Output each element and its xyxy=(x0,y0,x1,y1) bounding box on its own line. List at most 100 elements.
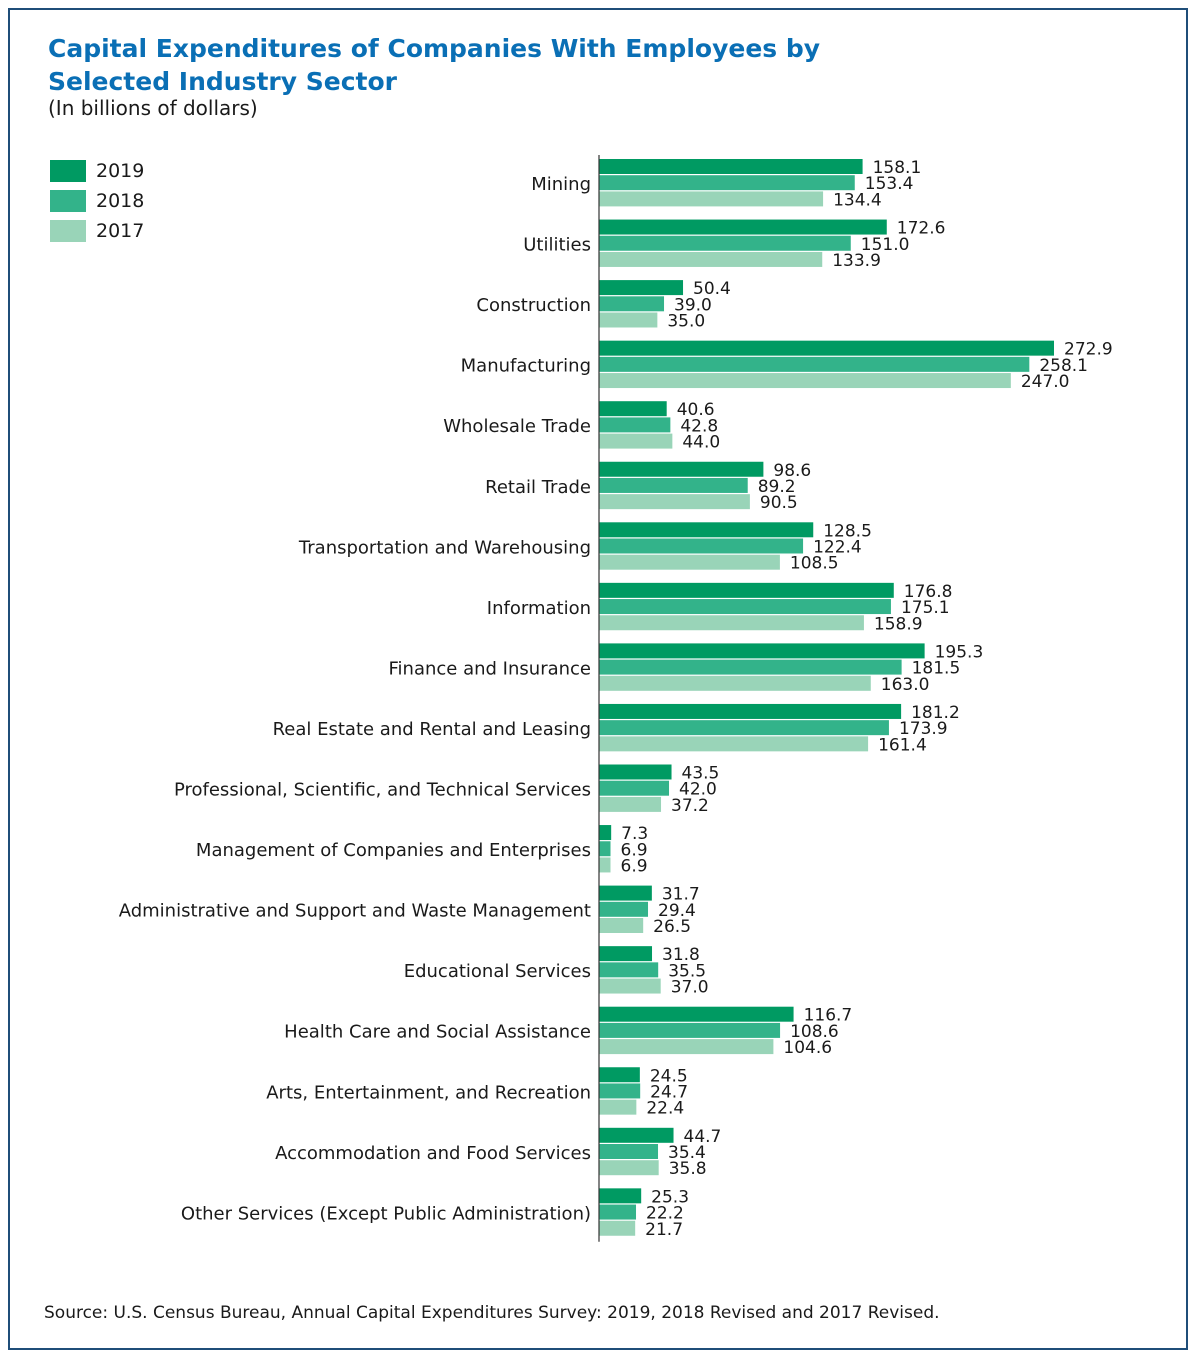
bar-2018 xyxy=(599,175,855,191)
bar-2017 xyxy=(599,796,662,812)
bar-2017 xyxy=(599,1160,659,1176)
bar-2017 xyxy=(599,191,824,207)
legend-swatch-2019 xyxy=(50,160,86,182)
category-label: Construction xyxy=(476,295,591,316)
source-note: Source: U.S. Census Bureau, Annual Capit… xyxy=(44,1303,940,1323)
bar-2017 xyxy=(599,251,823,267)
data-label-2018: 35.4 xyxy=(668,1143,706,1163)
bar-2017 xyxy=(599,1099,637,1115)
data-label-2018: 42.8 xyxy=(680,416,718,436)
bar-2017 xyxy=(599,857,611,873)
bar-2019 xyxy=(599,582,894,598)
legend-label-2019: 2019 xyxy=(96,160,145,182)
data-label-2017: 6.9 xyxy=(621,856,648,876)
bar-2018 xyxy=(599,1083,641,1099)
bar-2017 xyxy=(599,675,871,691)
bar-2019 xyxy=(599,219,887,235)
bar-2018 xyxy=(599,1144,659,1159)
data-label-2018: 24.7 xyxy=(650,1082,688,1102)
data-label-2019: 25.3 xyxy=(651,1187,689,1207)
chart-title-line-1: Capital Expenditures of Companies With E… xyxy=(48,34,821,63)
data-label-2018: 151.0 xyxy=(861,235,910,255)
data-label-2018: 175.1 xyxy=(901,598,950,618)
data-label-2017: 247.0 xyxy=(1021,372,1070,392)
category-label: Administrative and Support and Waste Man… xyxy=(119,901,591,922)
data-label-2018: 173.9 xyxy=(899,719,948,739)
category-label: Finance and Insurance xyxy=(389,658,591,679)
data-label-2019: 44.7 xyxy=(684,1127,722,1147)
bar-2019 xyxy=(599,1067,640,1083)
bar-2018 xyxy=(599,1022,781,1038)
category-label: Retail Trade xyxy=(485,477,591,498)
bar-2018 xyxy=(599,296,665,312)
bar-2019 xyxy=(599,643,925,659)
category-label: Transportation and Warehousing xyxy=(298,537,591,558)
data-label-2018: 89.2 xyxy=(758,477,796,497)
bar-2018 xyxy=(599,841,611,857)
bar-2018 xyxy=(599,538,804,554)
data-label-2019: 181.2 xyxy=(911,703,960,723)
category-label: Wholesale Trade xyxy=(443,416,591,437)
bar-2018 xyxy=(599,780,670,796)
category-label: Manufacturing xyxy=(461,356,591,377)
data-label-2017: 161.4 xyxy=(878,735,927,755)
bar-2017 xyxy=(599,373,1011,389)
data-label-2018: 29.4 xyxy=(658,901,696,921)
bar-2019 xyxy=(599,764,672,780)
chart-title: Capital Expenditures of Companies With E… xyxy=(48,32,820,98)
bar-2019 xyxy=(599,946,653,962)
data-label-2018: 35.5 xyxy=(668,961,706,981)
data-label-2019: 116.7 xyxy=(804,1006,853,1026)
data-label-2019: 172.6 xyxy=(897,219,946,239)
category-label: Health Care and Social Assistance xyxy=(284,1022,591,1043)
data-label-2017: 37.0 xyxy=(671,978,709,998)
data-label-2017: 133.9 xyxy=(832,251,881,271)
data-label-2017: 134.4 xyxy=(833,190,882,210)
bar-2017 xyxy=(599,433,673,449)
data-label-2017: 104.6 xyxy=(783,1038,832,1058)
legend: 2019 2018 2017 xyxy=(50,159,144,249)
chart-title-line-2: Selected Industry Sector xyxy=(48,67,397,96)
bar-2019 xyxy=(599,1127,674,1143)
data-label-2019: 158.1 xyxy=(873,158,922,178)
bar-2017 xyxy=(599,918,644,933)
bar-2017 xyxy=(599,312,658,328)
data-label-2019: 24.5 xyxy=(650,1066,688,1086)
bar-2019 xyxy=(599,401,667,417)
legend-item-2018: 2018 xyxy=(50,189,144,213)
legend-swatch-2017 xyxy=(50,220,86,242)
category-label: Management of Companies and Enterprises xyxy=(196,840,591,861)
data-label-2017: 35.8 xyxy=(669,1159,707,1179)
category-label: Utilities xyxy=(523,235,591,256)
data-label-2019: 128.5 xyxy=(823,521,872,541)
data-label-2018: 39.0 xyxy=(674,295,712,315)
data-label-2018: 153.4 xyxy=(865,174,914,194)
bar-2018 xyxy=(599,901,649,917)
category-label: Real Estate and Rental and Leasing xyxy=(273,719,591,740)
data-label-2017: 22.4 xyxy=(646,1099,684,1119)
data-label-2018: 108.6 xyxy=(790,1022,839,1042)
data-label-2017: 108.5 xyxy=(790,554,839,574)
data-label-2017: 35.0 xyxy=(667,312,705,332)
data-label-2018: 122.4 xyxy=(813,538,862,558)
data-label-2019: 31.7 xyxy=(662,885,700,905)
bar-2019 xyxy=(599,885,652,901)
bar-2019 xyxy=(599,340,1054,356)
bar-2019 xyxy=(599,280,684,296)
data-label-2017: 90.5 xyxy=(760,493,798,513)
bar-2018 xyxy=(599,235,851,251)
data-label-2017: 26.5 xyxy=(653,917,691,937)
data-label-2018: 6.9 xyxy=(621,840,648,860)
bar-2017 xyxy=(599,615,864,631)
data-label-2019: 43.5 xyxy=(682,764,720,784)
data-label-2017: 163.0 xyxy=(881,675,930,695)
bar-2019 xyxy=(599,159,863,174)
data-label-2019: 176.8 xyxy=(904,582,953,602)
data-label-2019: 98.6 xyxy=(773,461,811,481)
legend-label-2017: 2017 xyxy=(96,220,145,242)
category-label: Information xyxy=(487,598,591,619)
legend-swatch-2018 xyxy=(50,190,86,212)
bar-2018 xyxy=(599,477,748,493)
legend-item-2019: 2019 xyxy=(50,159,144,183)
category-label: Other Services (Except Public Administra… xyxy=(181,1203,591,1224)
